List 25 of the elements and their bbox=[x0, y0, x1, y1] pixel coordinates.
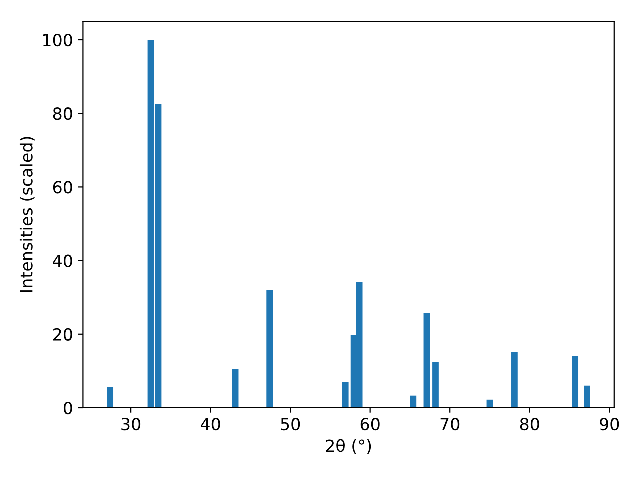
y-tick-label: 40 bbox=[53, 254, 72, 268]
x-tick-label: 70 bbox=[440, 418, 460, 431]
bar bbox=[584, 386, 590, 408]
x-tick-label: 90 bbox=[600, 418, 620, 431]
y-tick-label: 0 bbox=[64, 402, 72, 415]
x-axis-title: 2θ (°) bbox=[326, 439, 372, 454]
y-axis-title: Intensities (scaled) bbox=[20, 137, 35, 292]
y-tick-label: 60 bbox=[53, 181, 72, 194]
bar bbox=[342, 382, 349, 408]
x-tick-label: 40 bbox=[201, 418, 220, 431]
y-tick-label: 20 bbox=[53, 328, 72, 341]
bar bbox=[410, 396, 417, 408]
x-tick-label: 60 bbox=[360, 418, 380, 431]
bar bbox=[424, 313, 430, 408]
bar bbox=[232, 368, 239, 408]
bar bbox=[572, 356, 579, 408]
y-tick-label: 80 bbox=[53, 108, 72, 120]
bar bbox=[266, 290, 274, 408]
bar bbox=[432, 362, 439, 408]
x-tick-label: 30 bbox=[122, 418, 141, 431]
x-tick-label: 50 bbox=[281, 418, 300, 431]
y-tick-label: 100 bbox=[43, 34, 72, 47]
x-tick-label: 80 bbox=[520, 418, 540, 431]
bar bbox=[512, 352, 518, 408]
bar bbox=[107, 387, 114, 408]
